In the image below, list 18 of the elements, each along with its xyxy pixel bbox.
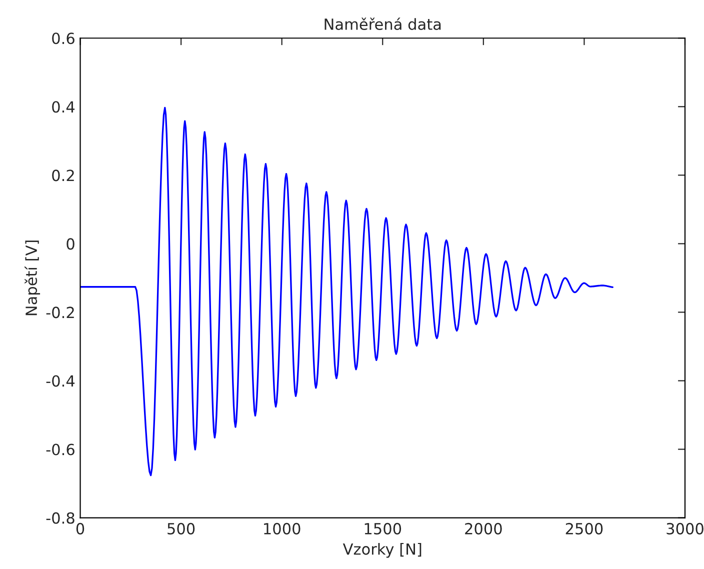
y-axis-title: Napětí [V] [24, 240, 40, 316]
x-tick-label: 1500 [364, 522, 402, 534]
x-tick-label: 2000 [465, 522, 502, 534]
x-tick-label: 500 [168, 522, 195, 534]
x-tick-label: 0 [76, 522, 84, 534]
chart-title: Naměřená data [324, 18, 441, 30]
x-axis-title: Vzorky [N] [342, 542, 422, 558]
y-tick-label: 0 [66, 238, 74, 250]
x-tick-label: 3000 [666, 522, 704, 534]
y-tick-label: 0.2 [52, 170, 74, 182]
x-tick-label: 1000 [264, 522, 300, 534]
y-tick-label: -0.8 [46, 512, 74, 524]
x-tick-label: 2500 [566, 522, 603, 534]
y-tick-label: -0.4 [46, 375, 75, 387]
y-tick-label: 0.6 [52, 32, 74, 44]
y-tick-label: 0.4 [52, 101, 75, 113]
y-tick-label: -0.6 [46, 444, 74, 456]
y-tick-label: -0.2 [46, 306, 74, 318]
